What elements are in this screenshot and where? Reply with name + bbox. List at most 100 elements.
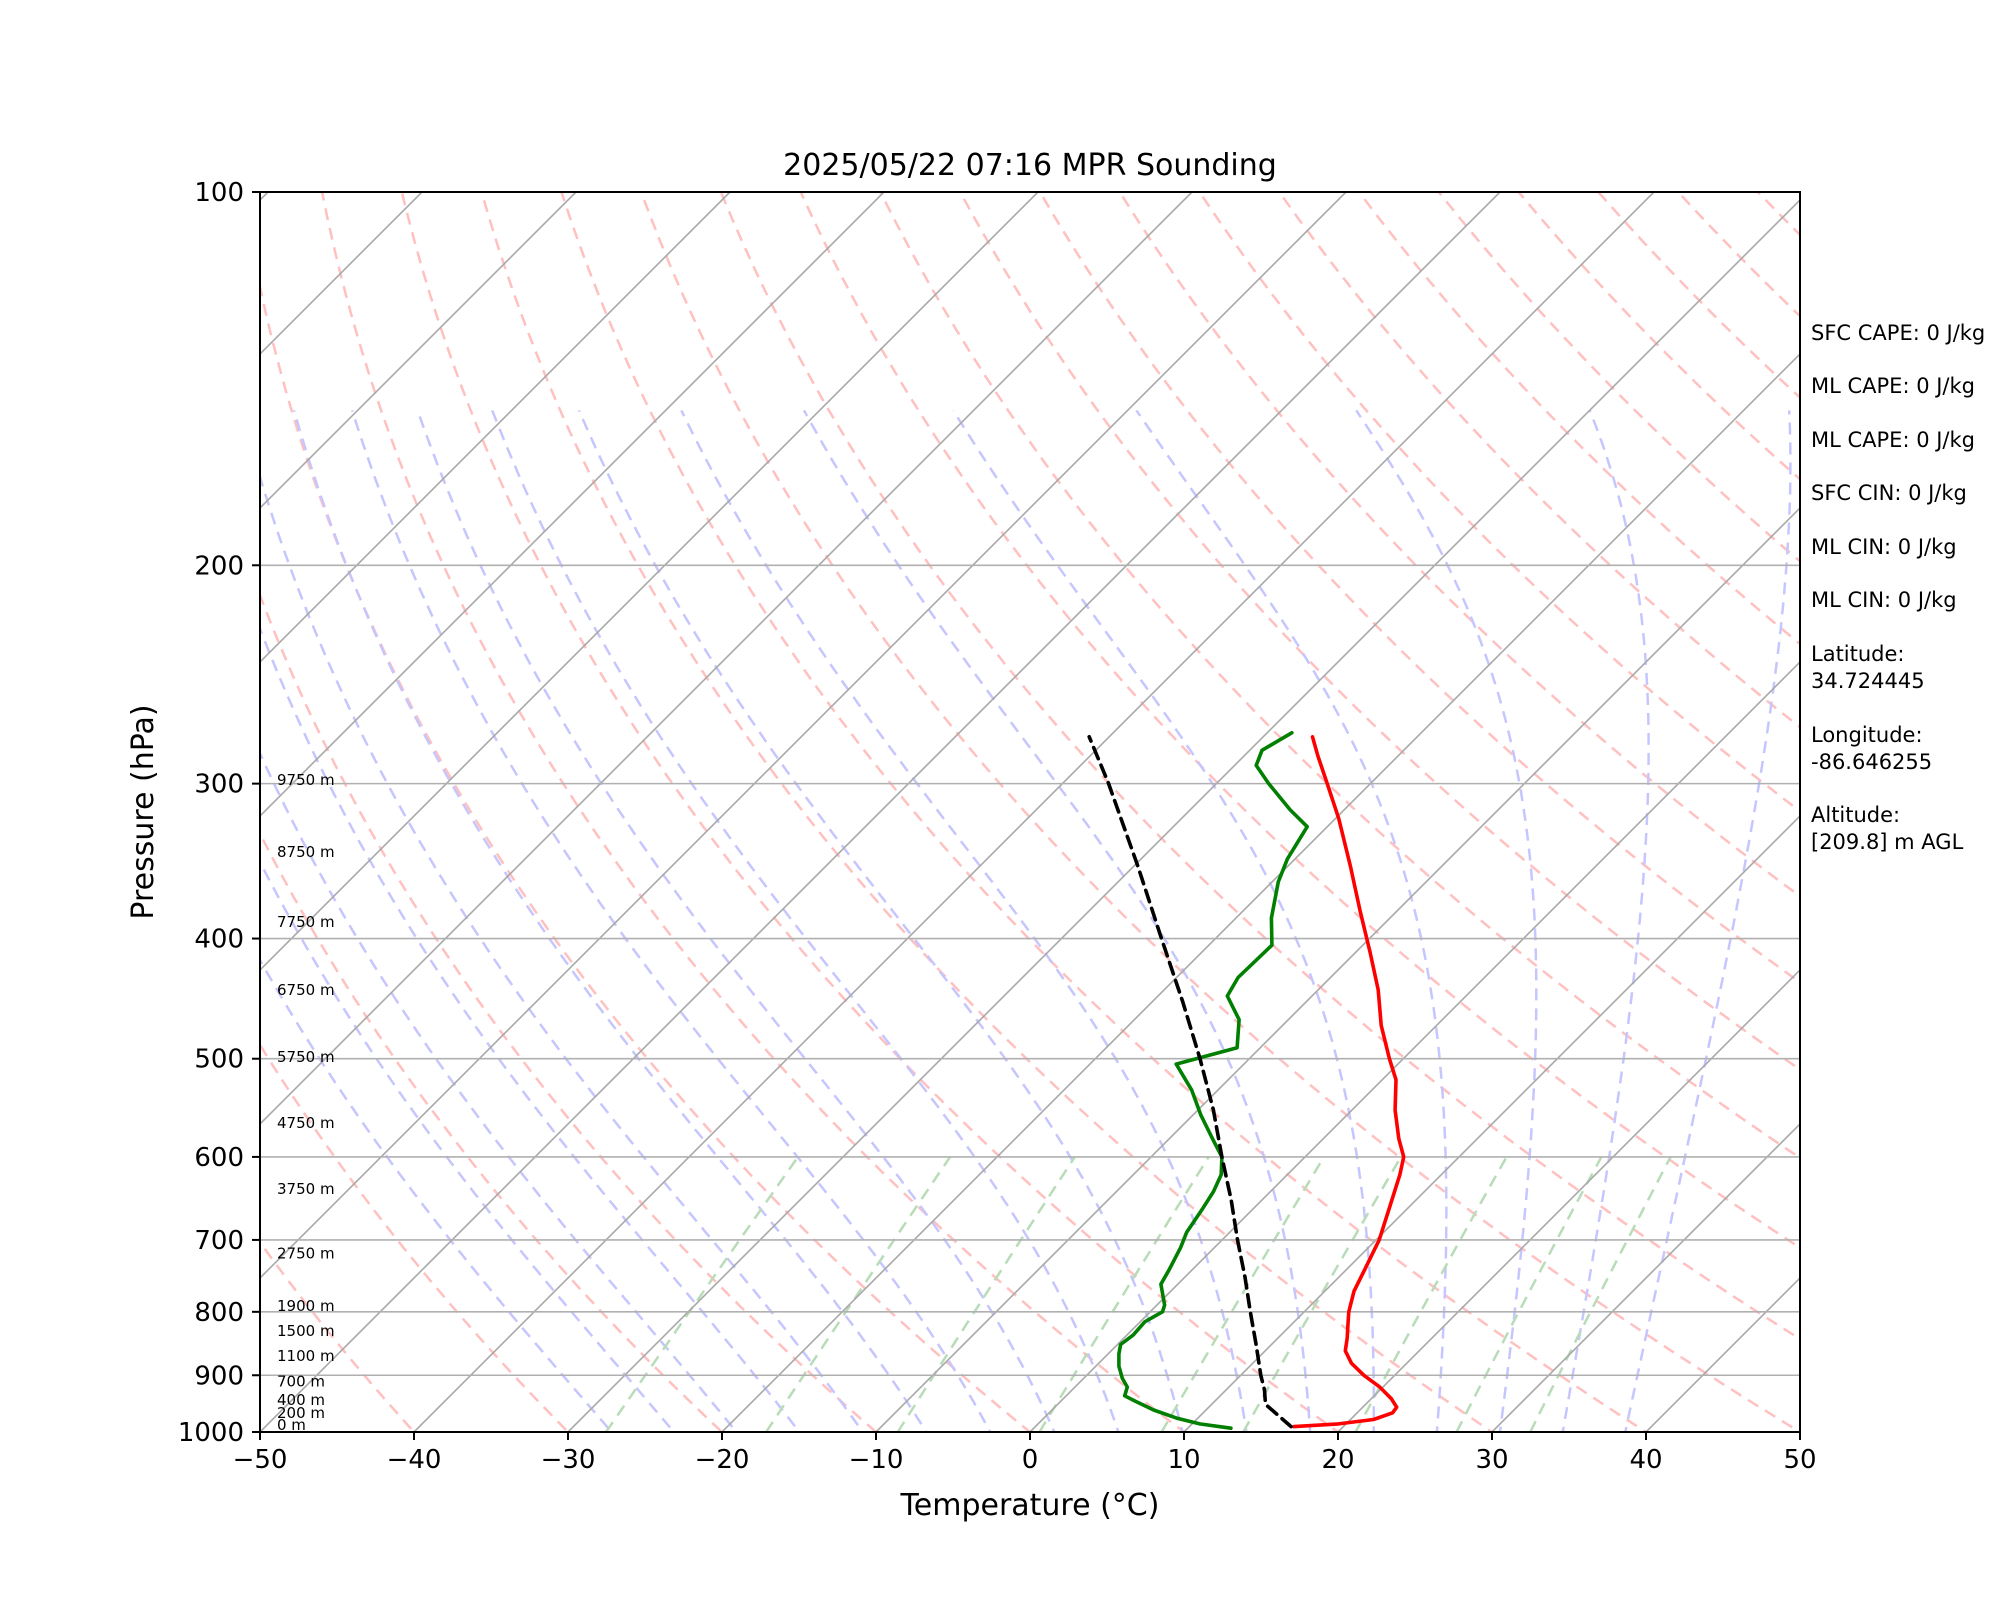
dry-adiabat bbox=[1277, 192, 1800, 729]
x-tick-label: 0 bbox=[1022, 1445, 1039, 1475]
data-lines bbox=[1087, 730, 1406, 1430]
isotherm bbox=[260, 192, 577, 510]
y-axis-ticks: 100 200 300 400 500 600 700 800 900 1000 bbox=[178, 178, 260, 1448]
dry-adiabat bbox=[639, 192, 1800, 1432]
isotherm bbox=[260, 192, 1347, 1280]
isotherm bbox=[260, 192, 1193, 1126]
y-tick-label: 400 bbox=[194, 925, 244, 955]
height-label: 1100 m bbox=[277, 1347, 335, 1365]
dry-adiabat bbox=[799, 192, 1800, 1250]
dry-adiabat bbox=[879, 192, 1800, 1160]
dry-adiabat bbox=[560, 192, 1649, 1432]
stat-ml-cin-2: ML CIN: 0 J/kg bbox=[1811, 588, 1957, 612]
height-label: 700 m bbox=[277, 1372, 325, 1390]
moist-adiabat bbox=[416, 409, 1056, 1432]
stat-ml-cape-1: ML CAPE: 0 J/kg bbox=[1811, 374, 1975, 398]
stat-ml-cape-2: ML CAPE: 0 J/kg bbox=[1811, 428, 1975, 452]
x-tick-label: −30 bbox=[541, 1445, 596, 1475]
moist-adiabat bbox=[1561, 409, 1650, 1432]
x-tick-label: 50 bbox=[1783, 1445, 1816, 1475]
y-tick-label: 900 bbox=[194, 1361, 244, 1391]
x-tick-label: 20 bbox=[1321, 1445, 1354, 1475]
y-tick-label: 500 bbox=[194, 1045, 244, 1075]
dry-adiabat bbox=[320, 192, 1187, 1432]
dry-adiabat bbox=[1038, 192, 1800, 984]
height-label: 200 m bbox=[277, 1404, 325, 1422]
isotherm bbox=[875, 506, 1800, 1432]
dry-adiabat bbox=[260, 830, 724, 1432]
stat-altitude-value: [209.8] m AGL bbox=[1811, 830, 1964, 854]
temperature-profile bbox=[1292, 734, 1406, 1429]
moist-adiabat bbox=[1135, 409, 1448, 1432]
y-tick-label: 1000 bbox=[178, 1418, 244, 1448]
dry-adiabat bbox=[958, 192, 1800, 1071]
parcel-profile bbox=[1087, 734, 1293, 1429]
height-label: 5750 m bbox=[277, 1048, 335, 1066]
background-lines bbox=[260, 164, 2000, 1458]
x-tick-label: −50 bbox=[233, 1445, 288, 1475]
dry-adiabat bbox=[260, 281, 1032, 1432]
height-label: 6750 m bbox=[277, 981, 335, 999]
stat-longitude-value: -86.646255 bbox=[1811, 750, 1932, 774]
dry-adiabat bbox=[719, 192, 1800, 1341]
plot-frame bbox=[259, 191, 1801, 1433]
isotherm bbox=[567, 198, 1800, 1432]
dry-adiabat bbox=[1968, 164, 2000, 1458]
height-label: 8750 m bbox=[277, 843, 335, 861]
stat-latitude-label: Latitude: bbox=[1811, 642, 1905, 666]
stat-sfc-cape: SFC CAPE: 0 J/kg bbox=[1811, 321, 1985, 345]
y-tick-label: 600 bbox=[194, 1143, 244, 1173]
dry-adiabat bbox=[260, 591, 878, 1432]
mixing-ratio-line bbox=[1529, 1156, 1672, 1432]
x-tick-label: −10 bbox=[849, 1445, 904, 1475]
dry-adiabat bbox=[1596, 192, 1800, 400]
x-axis-label: Temperature (°C) bbox=[900, 1488, 1160, 1523]
dry-adiabat bbox=[1516, 192, 1800, 481]
height-label: 1900 m bbox=[277, 1297, 335, 1315]
height-label: 3750 m bbox=[277, 1180, 335, 1198]
stat-ml-cin-1: ML CIN: 0 J/kg bbox=[1811, 535, 1957, 559]
x-tick-label: 40 bbox=[1629, 1445, 1662, 1475]
isotherm bbox=[260, 192, 885, 818]
mixing-ratio-line bbox=[1160, 1156, 1326, 1432]
stat-altitude-label: Altitude: bbox=[1811, 803, 1900, 827]
moist-adiabat bbox=[260, 957, 614, 1432]
dry-adiabat bbox=[1889, 164, 2000, 1458]
height-label: 7750 m bbox=[277, 913, 335, 931]
dry-adiabat bbox=[260, 1240, 416, 1432]
height-label: 400 m bbox=[277, 1391, 325, 1409]
y-tick-label: 200 bbox=[194, 551, 244, 581]
dewpoint-profile bbox=[1117, 730, 1309, 1430]
y-axis-label: Pressure (hPa) bbox=[126, 704, 161, 919]
moist-adiabat bbox=[1355, 409, 1538, 1432]
x-tick-label: 30 bbox=[1475, 1445, 1508, 1475]
isotherm bbox=[1183, 814, 1800, 1432]
height-label: 4750 m bbox=[277, 1114, 335, 1132]
height-label: 0 m bbox=[277, 1416, 306, 1434]
isotherm bbox=[260, 192, 1501, 1432]
mixing-ratio-line bbox=[1038, 1156, 1210, 1432]
moist-adiabat bbox=[1624, 410, 1792, 1432]
moist-adiabat bbox=[491, 409, 1120, 1432]
stat-longitude-label: Longitude: bbox=[1811, 723, 1923, 747]
isotherm bbox=[260, 192, 1039, 972]
x-tick-label: 10 bbox=[1167, 1445, 1200, 1475]
x-tick-label: −40 bbox=[387, 1445, 442, 1475]
y-tick-label: 700 bbox=[194, 1226, 244, 1256]
isotherm bbox=[1491, 1122, 1800, 1432]
height-label: 2750 m bbox=[277, 1244, 335, 1262]
dry-adiabat bbox=[400, 192, 1341, 1432]
dry-adiabat bbox=[1357, 192, 1800, 646]
y-tick-label: 300 bbox=[194, 770, 244, 800]
x-axis-ticks: −50 −40 −30 −20 −10 0 10 20 30 40 50 bbox=[233, 1432, 1817, 1475]
chart-title: 2025/05/22 07:16 MPR Sounding bbox=[783, 148, 1277, 183]
y-tick-label: 800 bbox=[194, 1298, 244, 1328]
isotherm bbox=[1337, 968, 1800, 1432]
stat-latitude-value: 34.724445 bbox=[1811, 669, 1925, 693]
mixing-ratio-line bbox=[765, 1156, 952, 1432]
isotherm bbox=[260, 192, 731, 664]
isotherm bbox=[413, 192, 1655, 1432]
